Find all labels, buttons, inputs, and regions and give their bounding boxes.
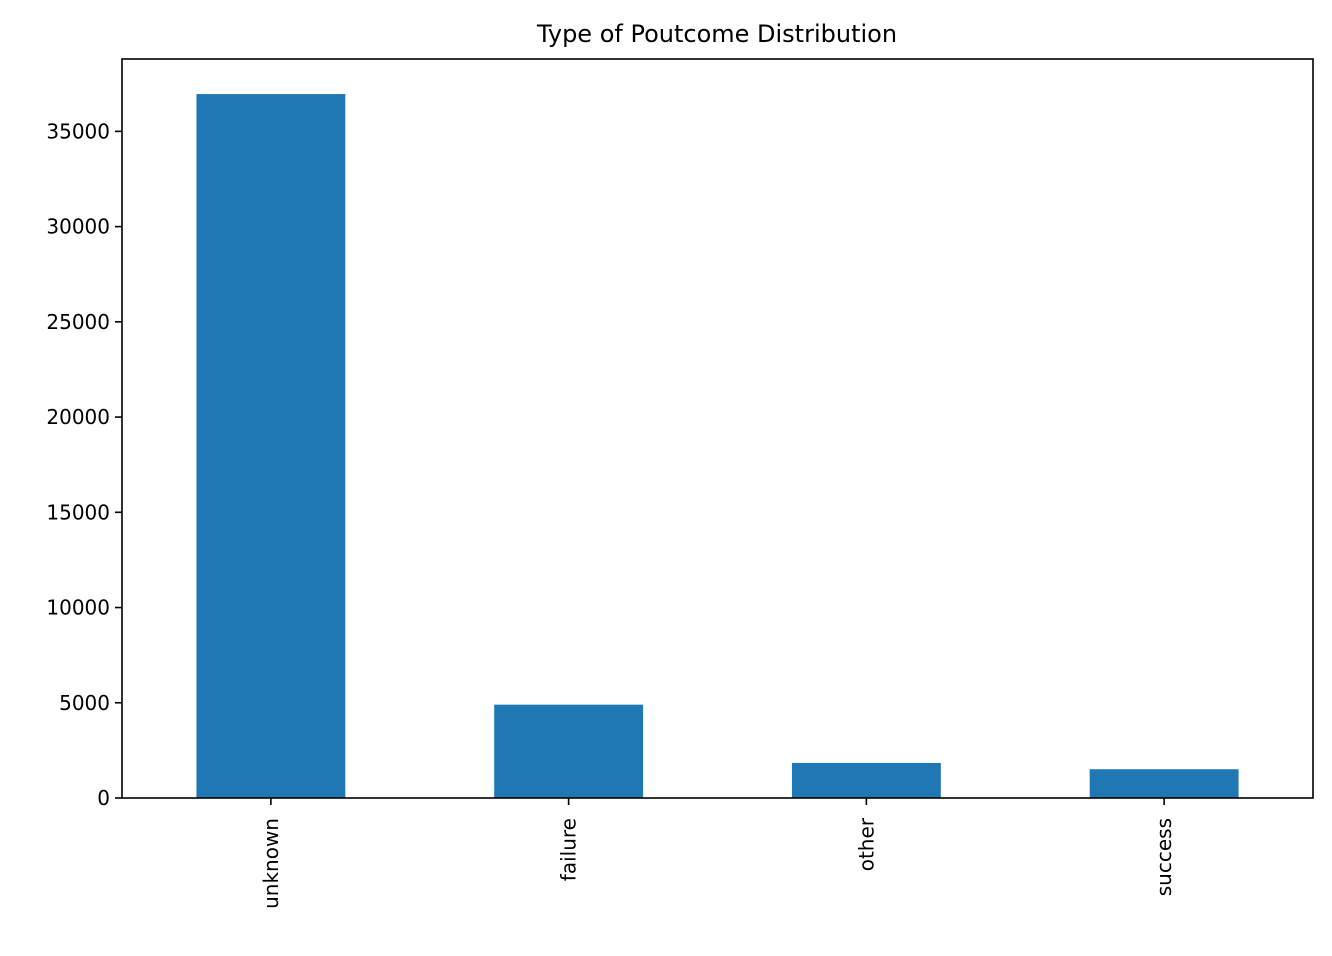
bar-unknown [196,94,346,799]
bar-success [1089,769,1239,798]
y-tick-label: 0 [97,786,110,810]
x-axis: unknown failure other success [259,798,1176,909]
chart-title: Type of Poutcome Distribution [536,20,897,48]
y-tick-label: 5000 [59,691,110,715]
y-tick-label: 30000 [46,215,110,239]
x-tick-label-success: success [1152,818,1176,896]
bar-other [791,762,941,798]
y-axis: 0 5000 10000 15000 20000 25000 30000 35000 [46,119,122,810]
bars-layer [196,94,1239,799]
y-tick-label: 25000 [46,310,110,334]
plot-frame [121,58,1314,799]
x-tick-label-other: other [854,817,878,871]
y-tick-label: 15000 [46,500,110,524]
y-tick-label: 35000 [46,119,110,143]
x-tick-label-failure: failure [557,818,581,881]
bar-failure [494,704,644,798]
y-tick-label: 20000 [46,405,110,429]
x-tick-label-unknown: unknown [259,818,283,909]
y-tick-label: 10000 [46,596,110,620]
